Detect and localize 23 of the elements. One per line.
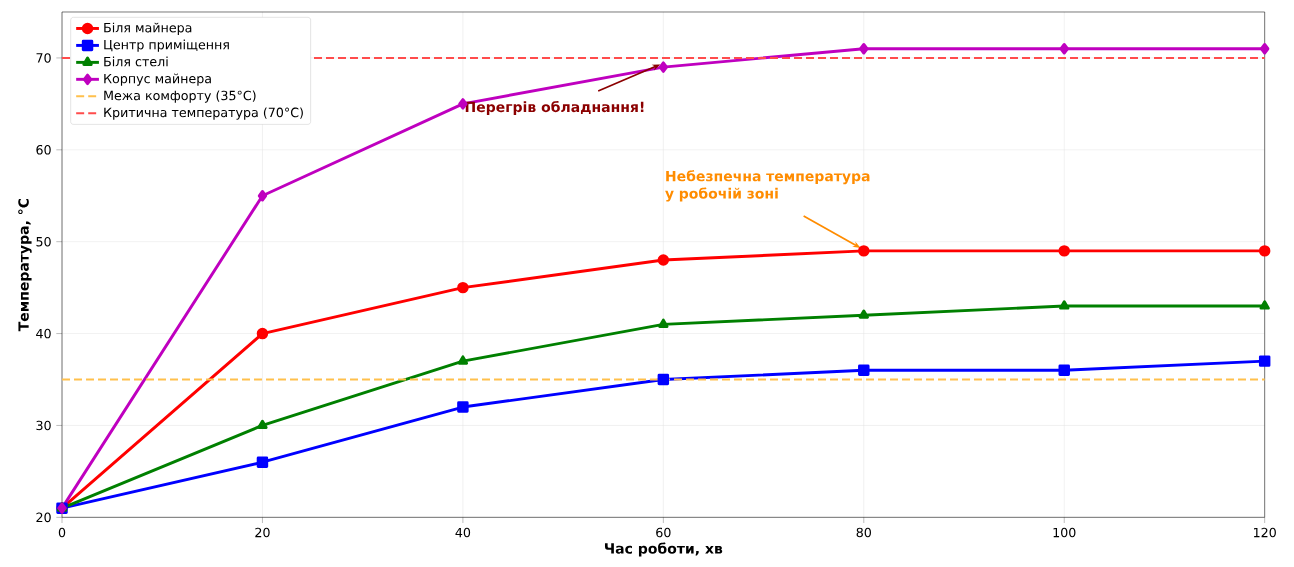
x-tick-label: 20	[255, 527, 270, 538]
y-axis-title: Температура, °C	[18, 198, 32, 332]
x-tick-label: 60	[656, 527, 671, 538]
legend-label: Біля стелі	[104, 56, 168, 67]
x-tick-label: 80	[856, 527, 871, 538]
legend-label: Центр приміщення	[104, 39, 229, 52]
y-tick-label: 60	[36, 144, 51, 155]
y-tick-label: 50	[36, 236, 51, 247]
legend-label: Межа комфорту (35°C)	[104, 90, 256, 103]
x-tick-label: 40	[455, 527, 471, 538]
y-tick-label: 20	[36, 512, 51, 522]
annotation: Перегрів обладнання!	[465, 100, 644, 115]
x-axis-title: Час роботи, хв	[604, 542, 723, 557]
x-tick-label: 100	[1053, 527, 1076, 538]
y-tick-label: 70	[36, 52, 51, 63]
legend-label: Критична температура (70°C)	[104, 107, 303, 120]
legend-label: Корпус майнера	[104, 73, 211, 86]
x-tick-label: 0	[58, 527, 66, 538]
legend-label: Біля майнера	[104, 22, 192, 35]
annotation: Небезпечна температура у робочій зоні	[665, 169, 870, 202]
y-tick-label: 30	[36, 420, 51, 431]
x-tick-label: 120	[1253, 527, 1276, 538]
y-tick-label: 40	[36, 328, 51, 339]
